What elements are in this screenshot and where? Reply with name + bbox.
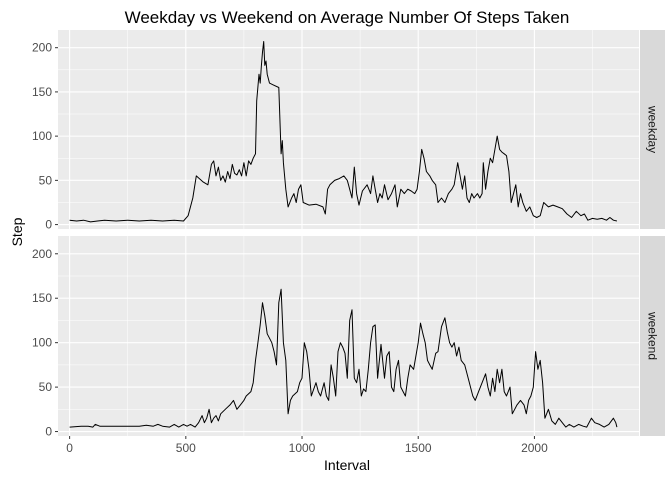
y-tick-label: 150 <box>32 291 52 305</box>
y-tick-label: 50 <box>39 173 53 187</box>
x-tick-label: 2000 <box>521 441 548 455</box>
y-tick-label: 100 <box>32 336 52 350</box>
y-tick-label: 50 <box>39 380 53 394</box>
y-tick-label: 150 <box>32 85 52 99</box>
y-tick-label: 100 <box>32 129 52 143</box>
facet-weekend: 0 50 100 150 200 weekend 0 500 1000 1500 2000 <box>32 236 665 455</box>
chart-title: Weekday vs Weekend on Average Number Of … <box>125 8 570 27</box>
x-axis-title: Interval <box>324 457 370 473</box>
facet-strip <box>640 236 665 436</box>
y-tick-label: 0 <box>45 425 52 439</box>
x-tick-label: 1500 <box>405 441 432 455</box>
x-tick-label: 1000 <box>289 441 316 455</box>
series-line-weekday <box>69 41 618 223</box>
facet-panels: 0 50 100 150 200 weekday 0 50 100 150 200 weekend 0 5… <box>32 30 665 455</box>
y-tick-label: 200 <box>32 41 52 55</box>
panel-background <box>58 236 639 436</box>
facet-strip-label: weekend <box>646 311 660 360</box>
y-axis-title: Step <box>9 217 25 246</box>
facet-strip-label: weekday <box>646 105 660 153</box>
x-tick-label: 0 <box>66 441 73 455</box>
facet-strip <box>640 30 665 229</box>
x-tick-label: 500 <box>176 441 196 455</box>
panel-background <box>58 30 639 229</box>
y-tick-label: 200 <box>32 247 52 261</box>
facet-weekday: 0 50 100 150 200 weekday <box>32 30 665 232</box>
series-line-weekend <box>69 288 618 428</box>
y-tick-label: 0 <box>45 218 52 232</box>
